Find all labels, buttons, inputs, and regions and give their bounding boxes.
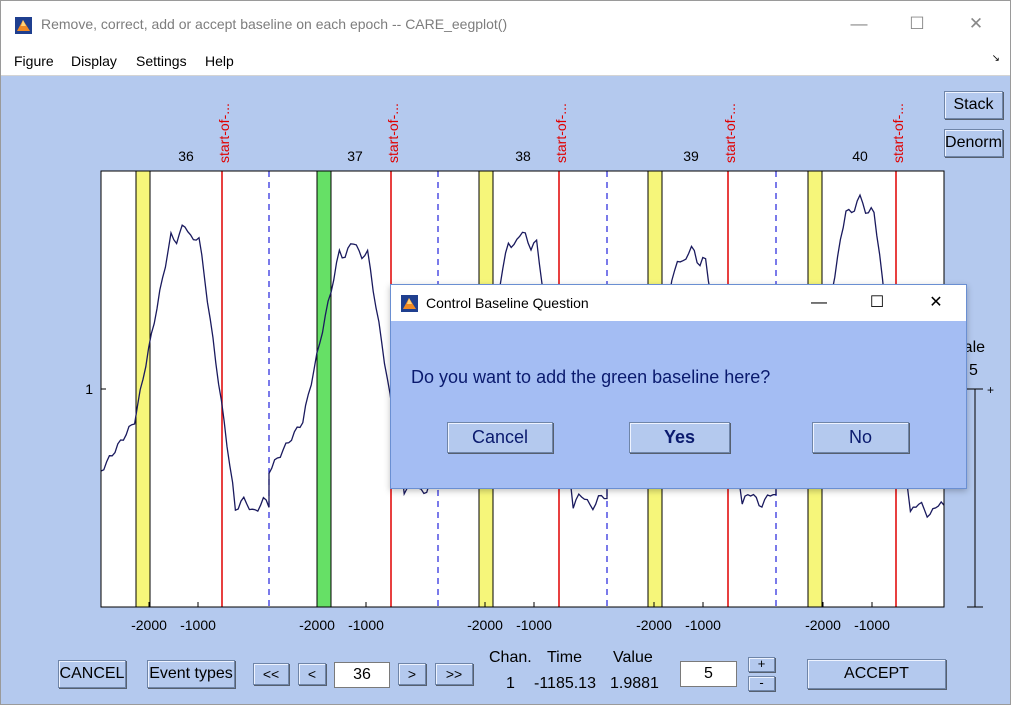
value-header: Value [613,649,653,666]
epoch-number-label: 36 [178,148,194,164]
event-label: start-of-... [722,103,738,163]
epoch-number-label: 37 [347,148,363,164]
matlab-logo-icon [401,295,418,312]
epoch-number-input[interactable]: 36 [334,662,390,688]
scale-plus-mark: + [987,383,994,397]
x-tick-label: -2000 [131,617,167,633]
x-tick-label: -1000 [685,617,721,633]
dialog-question: Do you want to add the green baseline he… [411,367,771,387]
x-tick-label: -1000 [180,617,216,633]
chan-header: Chan. [489,649,532,666]
prev-epoch-button[interactable]: < [298,663,326,685]
stack-button[interactable]: Stack [944,91,1003,119]
channel-label: 1 [85,381,93,397]
time-header: Time [547,649,582,666]
scale-increase-button[interactable]: + [748,657,775,672]
scale-value: 5 [969,362,978,379]
scale-input[interactable]: 5 [680,661,737,687]
window-title: Remove, correct, add or accept baseline … [41,16,508,32]
epoch-number-label: 40 [852,148,868,164]
x-tick-label: -2000 [636,617,672,633]
baseline-window [135,170,151,608]
time-value: -1185.13 [534,675,596,692]
value-value: 1.9881 [610,675,659,692]
matlab-logo-icon [15,17,32,34]
cancel-button[interactable]: CANCEL [58,660,126,688]
next-epoch-button[interactable]: > [398,663,426,685]
dialog-title: Control Baseline Question [426,295,589,311]
event-label: start-of-... [890,103,906,163]
dialog-minimize-icon[interactable]: — [811,294,827,311]
x-tick-label: -1000 [854,617,890,633]
dialog-maximize-icon[interactable]: ☐ [869,294,885,311]
dialog-cancel-button[interactable]: Cancel [447,422,553,453]
event-types-button[interactable]: Event types [147,660,235,688]
title-bar: Remove, correct, add or accept baseline … [1,1,1010,45]
accept-button[interactable]: ACCEPT [807,659,946,689]
maximize-icon[interactable]: ☐ [909,14,925,33]
last-epoch-button[interactable]: >> [435,663,473,685]
first-epoch-button[interactable]: << [253,663,289,685]
dialog-no-button[interactable]: No [812,422,909,453]
x-tick-label: -1000 [516,617,552,633]
event-label: start-of-... [553,103,569,163]
toolbar-toggle-icon[interactable]: ↘ [991,53,1000,64]
menu-bar: Figure Display Settings Help ↘ [1,45,1010,76]
menu-display[interactable]: Display [71,53,117,69]
baseline-window [316,170,332,608]
event-label: start-of-... [216,103,232,163]
epoch-number-label: 39 [683,148,699,164]
denorm-button[interactable]: Denorm [944,129,1003,157]
event-label: start-of-... [385,103,401,163]
x-tick-label: -2000 [467,617,503,633]
scale-decrease-button[interactable]: - [748,676,775,691]
x-tick-label: -1000 [348,617,384,633]
dialog-yes-button[interactable]: Yes [629,422,730,453]
x-tick-label: -2000 [299,617,335,633]
minimize-icon[interactable]: — [850,14,868,33]
menu-settings[interactable]: Settings [136,53,187,69]
epoch-number-label: 38 [515,148,531,164]
menu-figure[interactable]: Figure [14,53,54,69]
x-tick-label: -2000 [805,617,841,633]
close-icon[interactable]: ✕ [968,14,984,33]
menu-help[interactable]: Help [205,53,234,69]
dialog-title-bar: Control Baseline Question — ☐ ✕ [391,285,966,321]
control-baseline-dialog: Control Baseline Question — ☐ ✕ Do you w… [390,284,967,489]
dialog-close-icon[interactable]: ✕ [929,294,943,311]
chan-value: 1 [506,675,515,692]
